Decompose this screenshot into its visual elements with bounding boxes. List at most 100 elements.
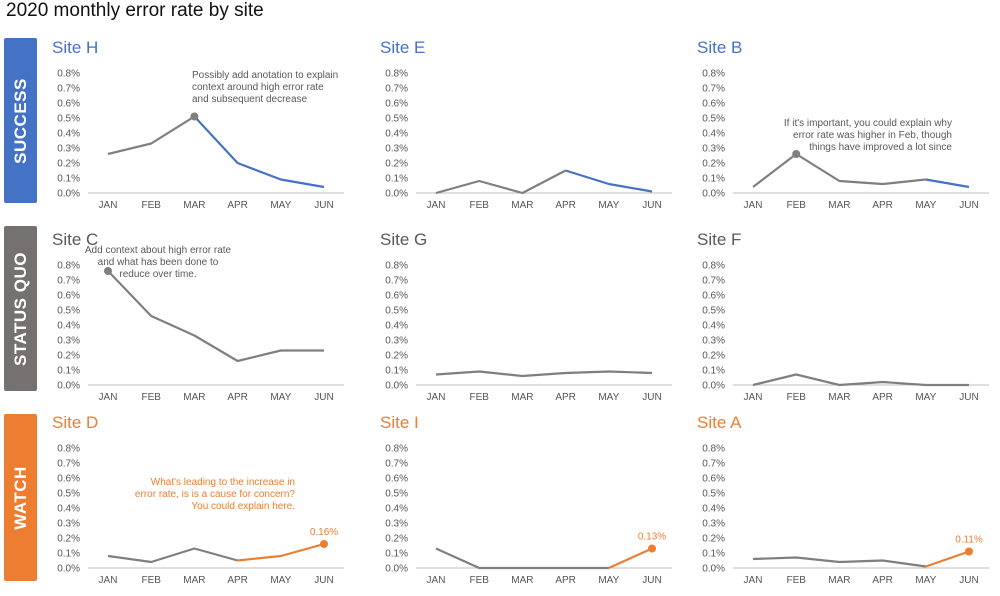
series-line-baseline (752, 556, 926, 568)
series-line-baseline (435, 547, 609, 570)
series-line-baseline (752, 152, 926, 188)
x-tick-label: FEB (141, 575, 161, 586)
data-value-label: 0.13% (638, 532, 666, 543)
chart-panel-site-f: Site F 0.0% 0.1% 0.2% 0.3% 0.4% 0.5% 0.6% 0.7% 0.… (697, 230, 992, 403)
x-tick-label: JAN (427, 392, 446, 403)
line-chart: 0.0% 0.1% 0.2% 0.3% 0.4% 0.5% 0.6% 0.7% 0.8% JAN F… (57, 444, 344, 586)
annotation-text: Add context about high error rate and wha… (85, 245, 232, 280)
y-tick-label: 0.8% (385, 69, 408, 80)
series-line-baseline (107, 115, 195, 156)
chart-title: Site C (52, 230, 99, 249)
x-tick-label: MAR (511, 575, 533, 586)
x-tick-label: JUN (314, 392, 333, 403)
line-chart: 0.0% 0.1% 0.2% 0.3% 0.4% 0.5% 0.6% 0.7% 0.8% JAN F… (702, 261, 989, 403)
y-tick-label: 0.7% (385, 459, 408, 470)
line-chart: 0.0% 0.1% 0.2% 0.3% 0.4% 0.5% 0.6% 0.7% 0.8% JAN F… (385, 261, 672, 403)
x-tick-label: JUN (642, 575, 661, 586)
x-tick-label: APR (227, 575, 248, 586)
y-tick-label: 0.2% (385, 159, 408, 170)
annotation-line: You could explain here. (191, 501, 295, 512)
series-line-baseline (435, 370, 653, 378)
row-label-status-quo: STATUS QUO (10, 251, 30, 366)
y-tick-label: 0.7% (57, 276, 80, 287)
x-tick-label: JAN (744, 575, 763, 586)
chart-title: Site I (380, 413, 419, 432)
y-tick-label: 0.5% (57, 306, 80, 317)
x-tick-label: MAY (915, 200, 936, 211)
x-tick-label: APR (555, 200, 576, 211)
y-tick-label: 0.5% (702, 306, 725, 317)
x-tick-label: MAR (183, 200, 205, 211)
y-tick-label: 0.3% (385, 519, 408, 530)
y-tick-label: 0.2% (57, 351, 80, 362)
y-tick-label: 0.6% (702, 291, 725, 302)
y-tick-label: 0.6% (385, 99, 408, 110)
y-tick-label: 0.4% (57, 504, 80, 515)
y-tick-label: 0.1% (385, 549, 408, 560)
y-tick-label: 0.1% (702, 366, 725, 377)
series-line-highlight (925, 550, 970, 568)
y-tick-label: 0.8% (702, 261, 725, 272)
y-tick-label: 0.7% (385, 84, 408, 95)
annotation-line: error rate, is is a cause for concern? (135, 489, 296, 500)
y-tick-label: 0.6% (385, 474, 408, 485)
chart-title: Site B (697, 38, 743, 57)
x-tick-label: MAY (915, 575, 936, 586)
x-tick-label: FEB (786, 200, 806, 211)
x-tick-label: MAR (828, 392, 850, 403)
y-tick-label: 0.8% (702, 444, 725, 455)
x-tick-label: JUN (959, 575, 978, 586)
y-tick-label: 0.3% (702, 519, 725, 530)
row-band-watch: WATCH (4, 414, 37, 581)
line-chart: 0.0% 0.1% 0.2% 0.3% 0.4% 0.5% 0.6% 0.7% 0.8% JAN F… (702, 444, 989, 586)
x-tick-label: APR (872, 200, 893, 211)
row-label-success: SUCCESS (10, 77, 30, 164)
series-line-highlight (237, 542, 325, 562)
x-tick-label: MAR (511, 200, 533, 211)
data-point-marker (965, 547, 973, 556)
row-band-success: SUCCESS (4, 38, 37, 203)
x-tick-label: MAR (828, 200, 850, 211)
annotation-text: Possibly add anotation to explain context… (192, 70, 338, 105)
chart-panel-site-a: Site A 0.0% 0.1% 0.2% 0.3% 0.4% 0.5% 0.6% 0.7% 0.… (697, 413, 992, 586)
y-tick-label: 0.5% (385, 489, 408, 500)
y-tick-label: 0.3% (702, 336, 725, 347)
y-tick-label: 0.1% (385, 174, 408, 185)
x-tick-label: APR (872, 575, 893, 586)
chart-panel-site-g: Site G 0.0% 0.1% 0.2% 0.3% 0.4% 0.5% 0.6% 0.7% 0.… (380, 230, 675, 403)
x-tick-label: MAY (915, 392, 936, 403)
y-tick-label: 0.2% (702, 159, 725, 170)
x-tick-label: MAY (598, 200, 619, 211)
y-tick-label: 0.0% (385, 381, 408, 392)
series-line-highlight (925, 178, 970, 189)
y-tick-label: 0.8% (385, 261, 408, 272)
x-tick-label: MAY (270, 392, 291, 403)
y-tick-label: 0.4% (385, 321, 408, 332)
chart-panel-site-b: Site B 0.0% 0.1% 0.2% 0.3% 0.4% 0.5% 0.6% 0.7% 0.… (697, 38, 992, 211)
x-tick-label: JUN (642, 392, 661, 403)
y-tick-label: 0.3% (57, 144, 80, 155)
y-tick-label: 0.8% (385, 444, 408, 455)
y-tick-label: 0.7% (57, 459, 80, 470)
y-tick-label: 0.2% (57, 159, 80, 170)
annotation-line: Add context about high error rate (85, 245, 232, 256)
x-tick-label: JUN (314, 200, 333, 211)
chart-title: Site G (380, 230, 428, 249)
y-tick-label: 0.0% (57, 564, 80, 575)
y-tick-label: 0.8% (57, 444, 80, 455)
y-tick-label: 0.1% (702, 174, 725, 185)
annotation-line: and what has been done to (98, 257, 219, 268)
x-tick-label: JAN (427, 200, 446, 211)
y-tick-label: 0.6% (702, 474, 725, 485)
x-tick-label: FEB (141, 200, 161, 211)
y-tick-label: 0.4% (57, 129, 80, 140)
annotation-line: If it's important, you could explain why (784, 118, 952, 129)
y-tick-label: 0.2% (57, 534, 80, 545)
y-tick-label: 0.4% (385, 129, 408, 140)
y-tick-label: 0.5% (702, 489, 725, 500)
line-chart: 0.0% 0.1% 0.2% 0.3% 0.4% 0.5% 0.6% 0.7% 0.8% JAN F… (702, 69, 989, 211)
y-tick-label: 0.0% (702, 189, 725, 200)
y-tick-label: 0.7% (702, 459, 725, 470)
y-tick-label: 0.1% (57, 174, 80, 185)
y-tick-label: 0.0% (385, 564, 408, 575)
